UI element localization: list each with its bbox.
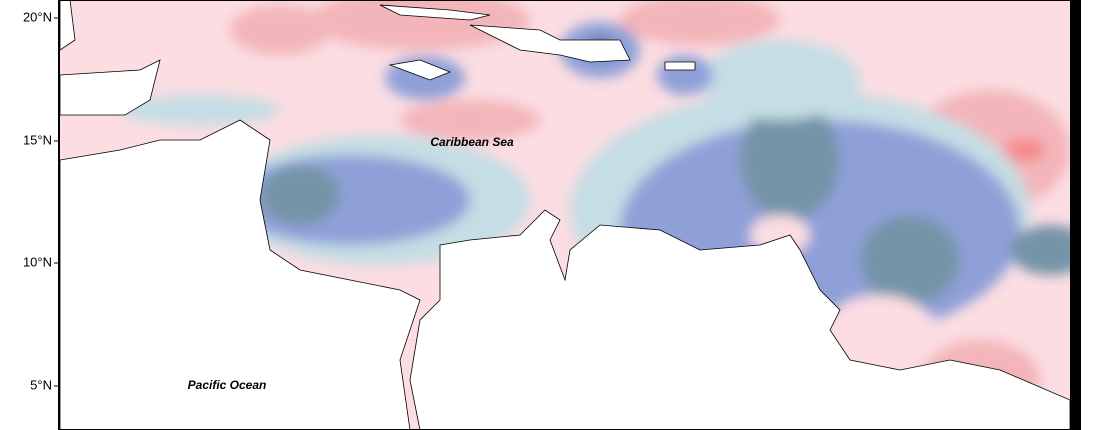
florida [60,0,76,51]
sea-label: Caribbean Sea [430,135,514,149]
cuba [379,4,491,21]
central-america [60,119,421,430]
right-bar [1071,0,1081,430]
hispaniola [469,24,631,63]
lat-label: 5°N [30,377,52,392]
anomaly-field [120,0,1070,430]
map-area [60,0,1070,430]
lat-label: 20°N [23,9,52,24]
puerto-rico [664,61,696,71]
south-america [409,209,1070,430]
jamaica [388,59,452,81]
yucatan [60,59,161,116]
ocean-label: Pacific Ocean [188,378,267,392]
lat-label: 10°N [23,254,52,269]
lat-label: 15°N [23,132,52,147]
